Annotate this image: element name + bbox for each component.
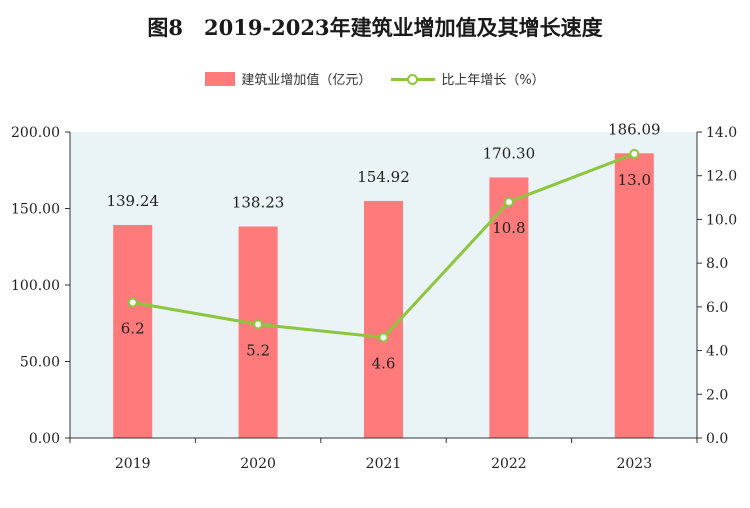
growth-point	[629, 148, 640, 159]
left-tick-label: 0.00	[29, 431, 60, 447]
bar	[238, 226, 278, 438]
growth-value-label: 4.6	[372, 354, 396, 372]
legend-item-bar: 建筑业增加值（亿元）	[205, 69, 371, 88]
bar-value-label: 154.92	[357, 168, 410, 186]
bar-value-label: 170.30	[483, 144, 536, 162]
x-tick-label: 2022	[491, 456, 527, 472]
right-tick-label: 12.0	[706, 169, 737, 185]
growth-value-label: 13.0	[618, 171, 651, 189]
x-tick-label: 2019	[115, 456, 151, 472]
legend-bar-swatch	[205, 71, 236, 86]
growth-value-label: 10.8	[492, 219, 525, 237]
left-tick-label: 200.00	[11, 125, 60, 141]
bar	[489, 177, 529, 439]
right-tick-label: 2.0	[706, 387, 728, 403]
right-tick-label: 10.0	[706, 212, 737, 228]
bar	[614, 153, 654, 439]
bar-value-label: 139.24	[106, 192, 159, 210]
growth-point	[253, 319, 264, 330]
growth-value-label: 5.2	[246, 341, 270, 359]
right-tick-label: 4.0	[706, 344, 728, 360]
x-tick-label: 2021	[366, 456, 402, 472]
left-tick-label: 50.00	[20, 355, 60, 371]
growth-point	[503, 196, 514, 207]
legend: 建筑业增加值（亿元） 比上年增长（%）	[0, 69, 750, 88]
right-tick-label: 8.0	[706, 256, 728, 272]
legend-line-swatch	[391, 72, 436, 86]
x-tick-label: 2023	[616, 456, 652, 472]
bar-value-label: 186.09	[608, 120, 661, 138]
chart-title: 图8 2019-2023年建筑业增加值及其增长速度	[147, 15, 603, 40]
legend-line-label: 比上年增长（%）	[441, 73, 545, 88]
growth-point	[378, 332, 389, 343]
left-tick-label: 150.00	[11, 202, 60, 218]
legend-item-line: 比上年增长（%）	[391, 69, 545, 88]
bar	[113, 224, 153, 438]
right-tick-label: 0.0	[706, 431, 728, 447]
growth-point	[127, 297, 138, 308]
x-tick-label: 2020	[240, 456, 276, 472]
bar-value-label: 138.23	[232, 194, 285, 212]
left-tick-label: 100.00	[11, 278, 60, 294]
legend-bar-label: 建筑业增加值（亿元）	[241, 73, 372, 88]
growth-value-label: 6.2	[121, 319, 145, 337]
right-tick-label: 6.0	[706, 300, 728, 316]
right-tick-label: 14.0	[706, 125, 737, 141]
bar	[364, 200, 403, 438]
